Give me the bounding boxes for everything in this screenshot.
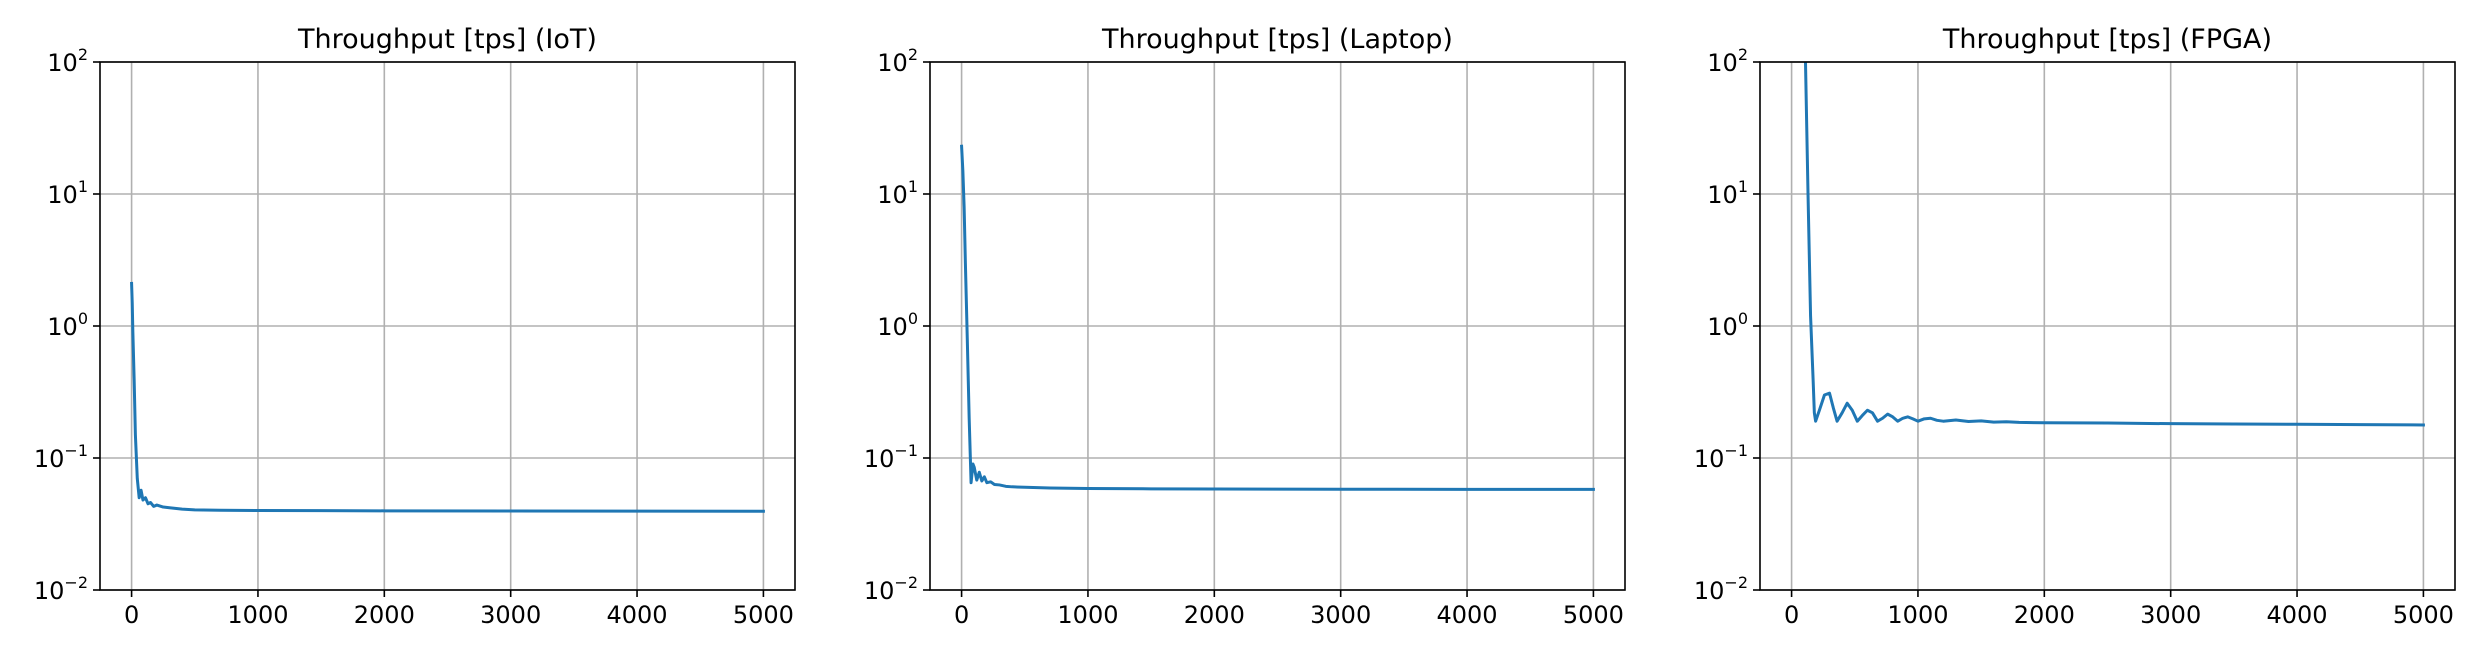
x-tick-label: 3000 — [2140, 601, 2201, 629]
y-tick-label: 100 — [1707, 309, 1748, 341]
chart-panel-fpga: 0 1000 2000 3000 4000 5000 10−2 10−1 100 101 102 Th… — [1694, 24, 2456, 629]
y-tick-label: 10−2 — [34, 573, 88, 605]
y-tick-label: 102 — [1707, 45, 1748, 77]
chart-panel-iot: 0 1000 2000 3000 4000 5000 10−2 10−1 100 101 102 Th… — [34, 24, 796, 629]
y-tick-label: 10−2 — [864, 573, 918, 605]
x-tick-label: 2000 — [354, 601, 415, 629]
y-tick-label: 10−1 — [34, 441, 88, 473]
y-tick-label: 102 — [877, 45, 918, 77]
y-tick-label: 101 — [1707, 177, 1748, 209]
y-tick-label: 10−1 — [864, 441, 918, 473]
x-tick-label: 5000 — [1563, 601, 1624, 629]
series-line-laptop — [960, 144, 1595, 491]
y-tick-label: 100 — [47, 309, 88, 341]
x-tick-label: 4000 — [607, 601, 668, 629]
x-tick-label: 3000 — [480, 601, 541, 629]
chart-title: Throughput [tps] (FPGA) — [1942, 24, 2272, 55]
y-tick-label: 10−1 — [1694, 441, 1748, 473]
y-tick-label: 101 — [47, 177, 88, 209]
x-tick-label: 0 — [1784, 601, 1799, 629]
x-tick-label: 0 — [124, 601, 139, 629]
chart-title: Throughput [tps] (IoT) — [297, 24, 597, 55]
chart-panel-laptop: 0 1000 2000 3000 4000 5000 10−2 10−1 100 101 102 Th… — [864, 24, 1626, 629]
x-tick-label: 1000 — [1887, 601, 1948, 629]
y-tick-label: 100 — [877, 309, 918, 341]
x-tick-label: 4000 — [2267, 601, 2328, 629]
series-line-fpga — [1803, 62, 2425, 427]
x-tick-label: 5000 — [2393, 601, 2454, 629]
y-tick-label: 102 — [47, 45, 88, 77]
series-line-iot — [130, 281, 765, 513]
x-tick-label: 2000 — [2014, 601, 2075, 629]
chart-title: Throughput [tps] (Laptop) — [1101, 24, 1453, 55]
y-tick-label: 10−2 — [1694, 573, 1748, 605]
x-tick-label: 4000 — [1437, 601, 1498, 629]
x-tick-label: 5000 — [733, 601, 794, 629]
y-tick-label: 101 — [877, 177, 918, 209]
x-tick-label: 2000 — [1184, 601, 1245, 629]
x-tick-label: 1000 — [227, 601, 288, 629]
x-tick-label: 1000 — [1057, 601, 1118, 629]
x-tick-label: 0 — [954, 601, 969, 629]
x-tick-label: 3000 — [1310, 601, 1371, 629]
